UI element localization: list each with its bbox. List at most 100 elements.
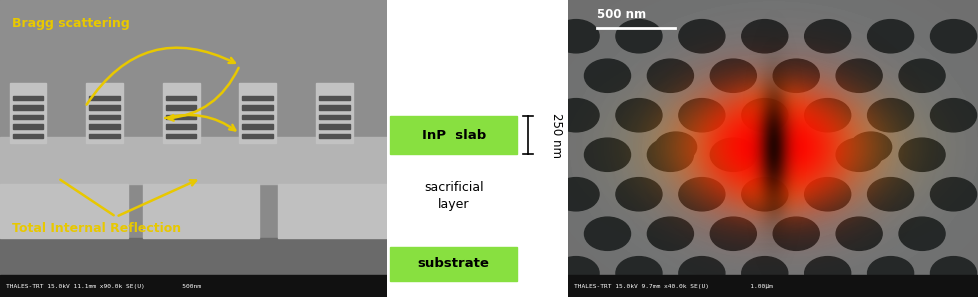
Circle shape: [773, 217, 819, 250]
Text: 250 nm: 250 nm: [550, 113, 563, 158]
Bar: [13, 134, 43, 138]
Bar: [319, 134, 349, 138]
Circle shape: [615, 99, 661, 132]
Circle shape: [678, 178, 724, 211]
Bar: [243, 96, 273, 100]
Bar: [13, 96, 43, 100]
Bar: [86, 83, 123, 143]
Bar: [13, 105, 43, 110]
Circle shape: [615, 257, 661, 290]
Bar: [165, 124, 197, 129]
Bar: [240, 83, 276, 143]
Text: 500 nm: 500 nm: [596, 8, 645, 21]
Circle shape: [898, 138, 944, 171]
Text: InP  slab: InP slab: [422, 129, 485, 142]
Bar: [278, 184, 386, 238]
Bar: [243, 134, 273, 138]
Bar: [390, 247, 516, 281]
Bar: [243, 105, 273, 110]
Bar: [0, 184, 127, 238]
Circle shape: [804, 20, 850, 53]
Bar: [319, 124, 349, 129]
Circle shape: [584, 138, 630, 171]
Circle shape: [553, 178, 599, 211]
Circle shape: [584, 217, 630, 250]
Circle shape: [804, 178, 850, 211]
Bar: [243, 115, 273, 119]
FancyArrowPatch shape: [168, 68, 239, 121]
Bar: [165, 134, 197, 138]
Circle shape: [615, 20, 661, 53]
Circle shape: [867, 257, 912, 290]
Circle shape: [929, 257, 975, 290]
Circle shape: [741, 99, 787, 132]
Circle shape: [773, 59, 819, 92]
Bar: [390, 116, 516, 154]
Bar: [89, 105, 119, 110]
Bar: [165, 115, 197, 119]
Circle shape: [646, 59, 692, 92]
Text: Bragg scattering: Bragg scattering: [12, 17, 129, 30]
Circle shape: [929, 99, 975, 132]
Circle shape: [898, 59, 944, 92]
Circle shape: [929, 178, 975, 211]
Circle shape: [710, 138, 756, 171]
Circle shape: [678, 20, 724, 53]
Circle shape: [867, 20, 912, 53]
Circle shape: [804, 257, 850, 290]
Circle shape: [646, 217, 692, 250]
Circle shape: [553, 257, 599, 290]
Circle shape: [741, 257, 787, 290]
Circle shape: [867, 178, 912, 211]
Bar: [0, 238, 386, 297]
Circle shape: [710, 217, 756, 250]
Circle shape: [835, 138, 881, 171]
Bar: [394, 124, 410, 129]
Bar: [394, 134, 410, 138]
Text: THALES-TRT 15.0kV 11.1mm x90.0k SE(U)          500nm: THALES-TRT 15.0kV 11.1mm x90.0k SE(U) 50…: [6, 284, 200, 288]
Bar: [89, 134, 119, 138]
Circle shape: [678, 99, 724, 132]
Text: Total Internal Reflection: Total Internal Reflection: [12, 222, 181, 235]
Bar: [89, 96, 119, 100]
Circle shape: [929, 20, 975, 53]
Bar: [13, 124, 43, 129]
Circle shape: [835, 217, 881, 250]
Circle shape: [654, 132, 696, 162]
Bar: [0, 137, 386, 184]
Bar: [319, 105, 349, 110]
Circle shape: [835, 59, 881, 92]
Bar: [243, 124, 273, 129]
Bar: [316, 83, 352, 143]
Circle shape: [584, 59, 630, 92]
Circle shape: [867, 99, 912, 132]
Bar: [13, 115, 43, 119]
FancyArrowPatch shape: [86, 48, 235, 105]
Text: sacrificial
layer: sacrificial layer: [423, 181, 483, 211]
Circle shape: [646, 138, 692, 171]
Circle shape: [898, 217, 944, 250]
Circle shape: [553, 20, 599, 53]
Bar: [143, 184, 259, 238]
Bar: [319, 96, 349, 100]
Bar: [0, 0, 386, 143]
Bar: [162, 83, 200, 143]
Bar: [567, 275, 978, 297]
Circle shape: [849, 132, 891, 162]
Bar: [319, 115, 349, 119]
FancyArrowPatch shape: [165, 115, 235, 130]
Circle shape: [615, 178, 661, 211]
Bar: [89, 124, 119, 129]
Text: THALES-TRT 15.0kV 9.7mm x40.0k SE(U)           1.00μm: THALES-TRT 15.0kV 9.7mm x40.0k SE(U) 1.0…: [573, 284, 772, 288]
Circle shape: [710, 59, 756, 92]
Text: substrate: substrate: [418, 257, 489, 270]
Bar: [10, 83, 46, 143]
Bar: [392, 83, 412, 143]
Bar: [394, 96, 410, 100]
Bar: [165, 105, 197, 110]
Circle shape: [804, 99, 850, 132]
Circle shape: [553, 99, 599, 132]
Bar: [394, 115, 410, 119]
Circle shape: [741, 20, 787, 53]
Bar: [394, 105, 410, 110]
